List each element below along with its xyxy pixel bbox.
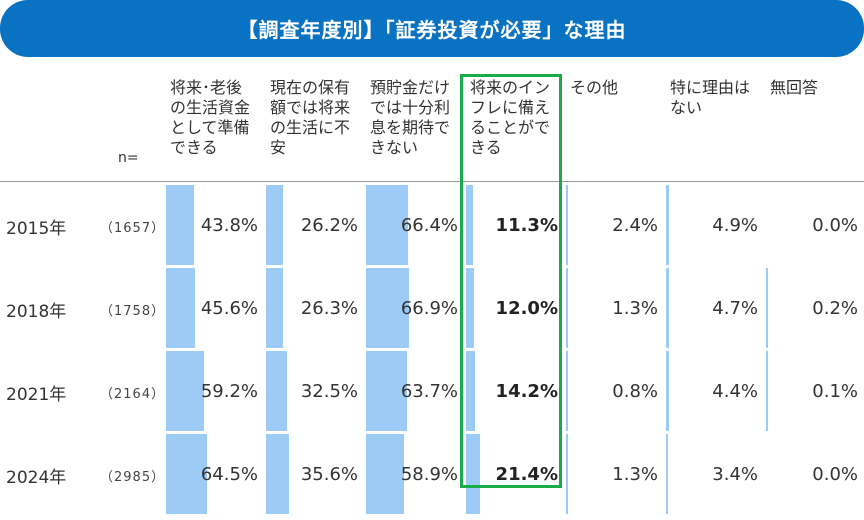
value-label-0-2: 59.2% [200,381,258,402]
bar-0-2 [166,351,204,431]
bar-5-1 [666,268,669,348]
title-banner: 【調査年度別】「証券投資が必要」な理由 [0,0,864,57]
bar-4-2 [566,351,568,431]
row-sample-size: （2164） [100,387,166,402]
column-header-5: 特に理由は ない [670,78,762,118]
column-header-4: その他 [570,78,662,98]
n-label: n= [118,150,139,166]
column-header-3: 将来のイン フレに備え ることがで きる [470,78,562,158]
bar-5-0 [666,185,670,265]
column-header-line: の生活に不 [270,118,351,137]
value-label-3-0: 11.3% [495,215,558,236]
value-label-2-2: 63.7% [400,381,458,402]
value-label-1-2: 32.5% [300,381,358,402]
value-label-6-1: 0.2% [812,298,858,319]
bar-0-1 [166,268,196,348]
row-sample-size: （2985） [100,470,166,485]
value-label-4-3: 1.3% [612,464,658,485]
bar-2-2 [366,351,407,431]
column-header-1: 現在の保有 額では将来 の生活に不安 [270,78,362,158]
value-label-2-3: 58.9% [400,464,458,485]
bar-3-1 [466,268,474,348]
row-year-label: 2015年 [6,219,67,239]
column-header-line: ない [670,98,703,117]
value-label-5-0: 4.9% [712,215,758,236]
column-header-line: では十分利 [370,98,451,117]
value-label-3-1: 12.0% [495,298,558,319]
highlight-box [460,74,562,488]
column-header-line: 現在の保有 [270,78,351,97]
column-header-line: 特に理由は [670,78,751,97]
value-label-3-2: 14.2% [495,381,558,402]
row-sample-size: （1758） [100,304,166,319]
value-label-0-1: 45.6% [200,298,258,319]
value-label-2-0: 66.4% [400,215,458,236]
bar-5-3 [666,434,669,514]
value-label-6-3: 0.0% [812,464,858,485]
value-label-1-1: 26.3% [300,298,358,319]
chart-title: 【調査年度別】「証券投資が必要」な理由 [237,18,627,42]
bar-6-1 [766,268,768,348]
bar-0-0 [166,185,195,265]
value-label-4-1: 1.3% [612,298,658,319]
bar-1-3 [266,434,289,514]
value-label-3-3: 21.4% [495,464,558,485]
bar-3-3 [466,434,480,514]
column-header-line: その他 [570,78,619,97]
row-year-label: 2018年 [6,302,67,322]
column-header-line: の生活資金 [170,98,251,117]
column-header-2: 預貯金だけ では十分利 息を期待で きない [370,78,462,158]
value-label-1-3: 35.6% [300,464,358,485]
bar-3-0 [466,185,474,265]
row-sample-size: （1657） [100,221,166,236]
column-header-line: 無回答 [770,78,819,97]
bar-2-0 [366,185,409,265]
bar-0-3 [166,434,208,514]
bar-2-1 [366,268,409,348]
bar-3-2 [466,351,476,431]
column-header-line: きない [370,138,419,157]
bar-4-1 [566,268,568,348]
column-header-line: として準備 [170,118,250,137]
bar-1-0 [266,185,283,265]
column-header-line: できる [170,138,218,157]
value-label-6-2: 0.1% [812,381,858,402]
bar-6-2 [766,351,768,431]
bar-1-2 [266,351,287,431]
column-header-line: きる [470,138,502,157]
column-header-line: 安 [270,138,287,157]
value-label-0-3: 64.5% [200,464,258,485]
value-label-2-1: 66.9% [400,298,458,319]
value-label-5-3: 3.4% [712,464,758,485]
bar-4-3 [566,434,568,514]
column-header-line: 預貯金だけ [370,78,451,97]
column-header-line: 額では将来 [270,98,351,117]
column-header-line: ることがで [470,118,551,137]
value-label-5-2: 4.4% [712,381,758,402]
value-label-6-0: 0.0% [812,215,858,236]
value-label-5-1: 4.7% [712,298,758,319]
column-header-line: 将来･老後 [170,78,243,97]
value-label-4-2: 0.8% [612,381,658,402]
bar-4-0 [566,185,568,265]
value-label-1-0: 26.2% [300,215,358,236]
row-year-label: 2021年 [6,385,67,405]
bar-5-2 [666,351,669,431]
column-header-line: 将来のイン [470,78,551,97]
column-header-6: 無回答 [770,78,862,98]
row-year-label: 2024年 [6,468,67,488]
bar-1-1 [266,268,283,348]
column-header-line: 息を期待で [370,118,451,137]
header-divider [0,181,864,182]
bar-2-3 [366,434,404,514]
value-label-4-0: 2.4% [612,215,658,236]
column-header-line: フレに備え [470,98,551,117]
value-label-0-0: 43.8% [200,215,258,236]
column-header-0: 将来･老後 の生活資金 として準備 できる [170,78,262,158]
